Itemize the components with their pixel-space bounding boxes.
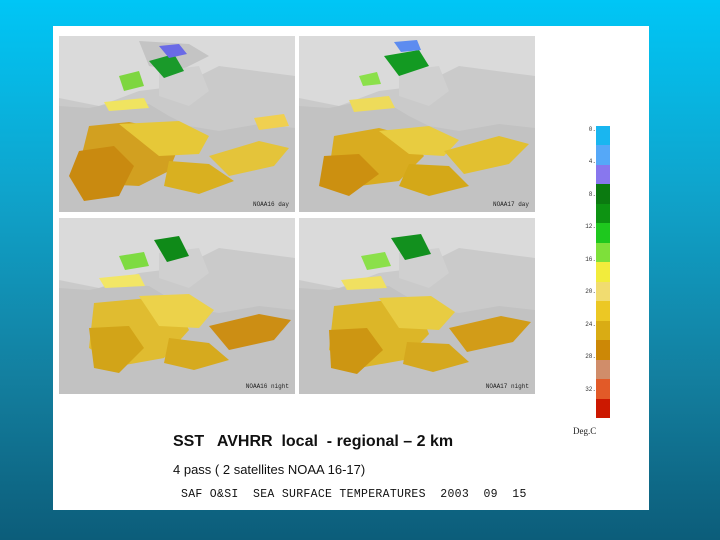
slide-subtitle: 4 pass ( 2 satellites NOAA 16-17) <box>173 462 366 477</box>
legend-swatch <box>596 398 610 419</box>
legend-swatch <box>596 145 610 166</box>
legend-label: 0. <box>588 126 596 133</box>
sst-map-top-right: NOAA17 day <box>299 36 535 212</box>
legend-label: 32. <box>585 385 596 393</box>
legend-label: 8. <box>588 190 596 198</box>
temperature-color-legend: 0. 4. 8. 12. 16. 20. 24. 28. 32. <box>574 126 624 456</box>
map-image <box>299 218 535 394</box>
legend-swatch <box>596 320 610 341</box>
slide-caption: SAF O&SI SEA SURFACE TEMPERATURES 2003 0… <box>181 488 527 501</box>
sst-map-top-left: NOAA16 day <box>59 36 295 212</box>
sst-map-bottom-right: NOAA17 night <box>299 218 535 394</box>
map-image <box>59 36 295 212</box>
legend-label: 20. <box>585 288 596 296</box>
map-pass-label: NOAA17 night <box>485 383 529 390</box>
legend-label: 24. <box>585 320 596 328</box>
legend-swatch <box>596 359 610 380</box>
map-pass-label: NOAA16 night <box>245 383 289 390</box>
legend-unit: Deg.C <box>573 426 597 436</box>
legend-swatch <box>596 340 610 361</box>
legend-swatch <box>596 262 610 283</box>
legend-swatch <box>596 379 610 400</box>
legend-label: 28. <box>585 353 596 361</box>
legend-color-bar <box>596 126 610 419</box>
legend-swatch <box>596 164 610 185</box>
legend-labels: 0. 4. 8. 12. 16. 20. 24. 28. 32. <box>574 126 596 418</box>
legend-swatch <box>596 301 610 322</box>
legend-swatch <box>596 281 610 302</box>
legend-swatch <box>596 184 610 205</box>
legend-swatch <box>596 242 610 263</box>
map-image <box>59 218 295 394</box>
legend-swatch <box>596 223 610 244</box>
slide-title: SST AVHRR local - regional – 2 km <box>173 433 454 450</box>
legend-swatch <box>596 126 610 146</box>
sst-map-bottom-left: NOAA16 night <box>59 218 295 394</box>
legend-label: 4. <box>588 158 596 166</box>
map-image <box>299 36 535 212</box>
legend-label: 12. <box>585 223 596 231</box>
map-pass-label: NOAA17 day <box>492 201 529 208</box>
legend-label: 16. <box>585 255 596 263</box>
slide: NOAA16 day NOAA17 day <box>53 26 649 510</box>
legend-swatch <box>596 203 610 224</box>
map-pass-label: NOAA16 day <box>252 201 289 208</box>
